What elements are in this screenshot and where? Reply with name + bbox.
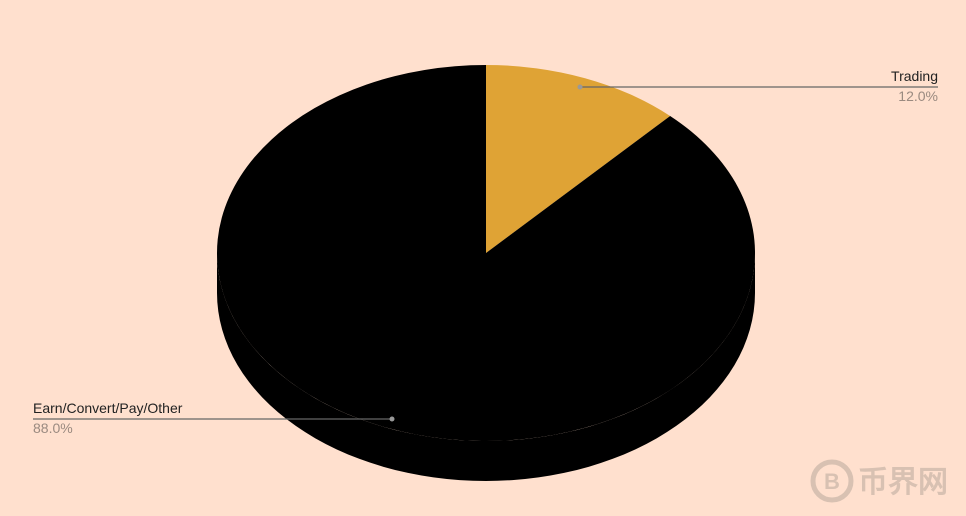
bitcoin-logo-icon (810, 459, 854, 503)
pie-side (217, 253, 755, 481)
slice-percent-label: 12.0% (898, 88, 938, 104)
watermark: B 币界网 (810, 459, 948, 503)
callout-dot (577, 84, 583, 90)
bitcoin-logo-glyph: B (824, 469, 840, 494)
slice-percent-label: 88.0% (33, 420, 73, 436)
slice-label: Earn/Convert/Pay/Other (33, 400, 183, 416)
callout-dot (389, 416, 395, 422)
pie-side-wall (217, 253, 755, 481)
slice-label: Trading (891, 68, 938, 84)
watermark-text: 币界网 (858, 465, 948, 500)
pie-slice-trading (486, 65, 671, 253)
pie-slice-earn-convert-pay-other (217, 65, 755, 441)
